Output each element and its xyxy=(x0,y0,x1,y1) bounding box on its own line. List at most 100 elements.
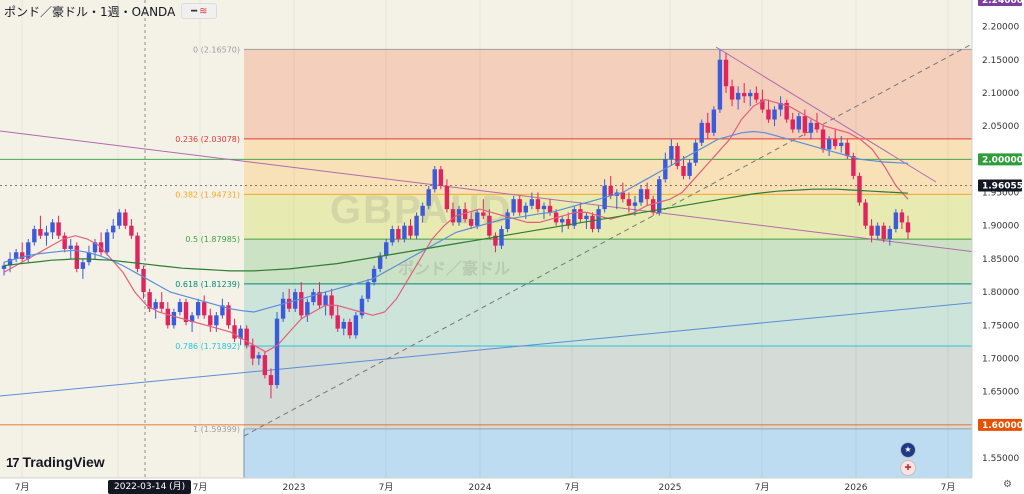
x-tick-label: 7月 xyxy=(565,482,580,493)
minus-icon: ━ xyxy=(191,5,198,17)
x-tick-label: 7月 xyxy=(941,482,956,493)
x-tick-label: 2026 xyxy=(845,483,868,493)
candle-body xyxy=(177,302,183,313)
x-tick-label: 7月 xyxy=(755,482,770,493)
gbp-flag-icon[interactable]: ✚ xyxy=(900,460,916,476)
candle-body xyxy=(887,229,892,239)
wave-icon: ≋ xyxy=(199,5,208,17)
candle-body xyxy=(104,232,110,253)
fib-label-0.786: 0.786 (1.71892) xyxy=(175,342,240,351)
candle-body xyxy=(92,242,98,253)
y-tick-label: 2.15000 xyxy=(982,56,1019,66)
candle-body xyxy=(202,302,207,316)
candle-body xyxy=(117,212,122,226)
y-tick-label: 1.65000 xyxy=(982,388,1019,398)
candle-body xyxy=(165,308,171,326)
candle-body xyxy=(305,302,310,316)
candle-body xyxy=(808,122,814,133)
x-tick-label: 7月 xyxy=(379,482,394,493)
symbol-title[interactable]: ポンド／豪ドル・1週・OANDA xyxy=(4,4,176,19)
candle-body xyxy=(444,185,450,210)
candle-body xyxy=(839,142,844,147)
candle-body xyxy=(499,229,504,246)
candle-body xyxy=(559,219,565,223)
candle-body xyxy=(80,262,86,269)
candle-body xyxy=(735,92,741,100)
trendline-resistance xyxy=(715,46,937,183)
candle-body xyxy=(778,102,783,110)
candle-body xyxy=(626,199,632,206)
x-tick-label: 2024 xyxy=(469,483,492,493)
candle-body xyxy=(123,212,128,226)
ma-mid-line xyxy=(3,130,909,313)
candle-body xyxy=(335,315,340,329)
y-tick-label: 1.80000 xyxy=(982,288,1019,298)
candle-body xyxy=(875,225,880,236)
candle-body xyxy=(62,235,67,249)
indicator-toggle[interactable]: ━ ≋ xyxy=(181,3,218,19)
candle-body xyxy=(741,92,747,97)
candle-body xyxy=(675,146,680,166)
price-label-bg xyxy=(978,0,1022,6)
candle-body xyxy=(857,175,862,203)
candle-body xyxy=(632,202,638,206)
candle-body xyxy=(475,212,480,226)
candle-body xyxy=(195,302,201,316)
candle-body xyxy=(814,122,820,130)
candle-body xyxy=(262,355,268,376)
candle-body xyxy=(826,139,832,150)
candle-body xyxy=(881,225,886,239)
candle-body xyxy=(256,355,262,359)
candle-body xyxy=(56,222,61,236)
aud-flag-icon[interactable]: ★ xyxy=(900,442,916,458)
settings-icon[interactable]: ⚙ xyxy=(1003,479,1012,490)
candle-body xyxy=(111,225,116,233)
fib-zone-0.618 xyxy=(244,283,972,346)
candle-body xyxy=(462,209,468,220)
candle-body xyxy=(135,235,140,269)
candle-body xyxy=(766,109,771,120)
tradingview-logo[interactable]: 17 TradingView xyxy=(6,454,105,470)
trendline-dashed xyxy=(243,43,973,437)
candle-body xyxy=(432,169,437,190)
candle-body xyxy=(638,189,644,203)
candle-body xyxy=(220,305,225,316)
candle-body xyxy=(851,156,856,176)
chart-header: ポンド／豪ドル・1週・OANDA ━ ≋ xyxy=(0,0,218,22)
candle-body xyxy=(359,298,365,316)
candle-body xyxy=(523,205,528,213)
candle-body xyxy=(796,116,801,130)
candle-body xyxy=(189,315,195,322)
price-label-bg xyxy=(978,179,1022,192)
candle-body xyxy=(414,215,419,236)
candle-body xyxy=(711,109,717,133)
candle-body xyxy=(280,298,286,319)
candle-body xyxy=(596,209,601,230)
candle-body xyxy=(250,345,255,359)
candle-body xyxy=(32,229,37,243)
fib-label-0.5: 0.5 (1.87985) xyxy=(185,235,240,244)
candle-body xyxy=(517,199,522,213)
fib-label-0.618: 0.618 (1.81239) xyxy=(175,280,240,289)
candle-body xyxy=(438,169,444,186)
candle-body xyxy=(529,199,535,206)
candle-body xyxy=(566,219,571,226)
candle-body xyxy=(420,205,425,216)
candle-body xyxy=(141,268,146,293)
candle-body xyxy=(681,165,686,176)
candle-body xyxy=(790,119,795,130)
candle-body xyxy=(38,229,43,236)
price-label: 2.24000 xyxy=(982,0,1023,6)
y-tick-label: 1.55000 xyxy=(982,454,1019,464)
candle-body xyxy=(390,229,395,243)
candle-body xyxy=(268,375,274,386)
candle-body xyxy=(693,142,698,163)
x-tick-label: 2025 xyxy=(659,483,682,493)
y-tick-label: 2.10000 xyxy=(982,89,1019,99)
price-label-bg xyxy=(978,153,1022,166)
candle-body xyxy=(456,209,462,223)
price-label: 1.96055 xyxy=(982,182,1023,192)
candle-body xyxy=(760,99,765,110)
price-label-bg xyxy=(978,418,1022,431)
